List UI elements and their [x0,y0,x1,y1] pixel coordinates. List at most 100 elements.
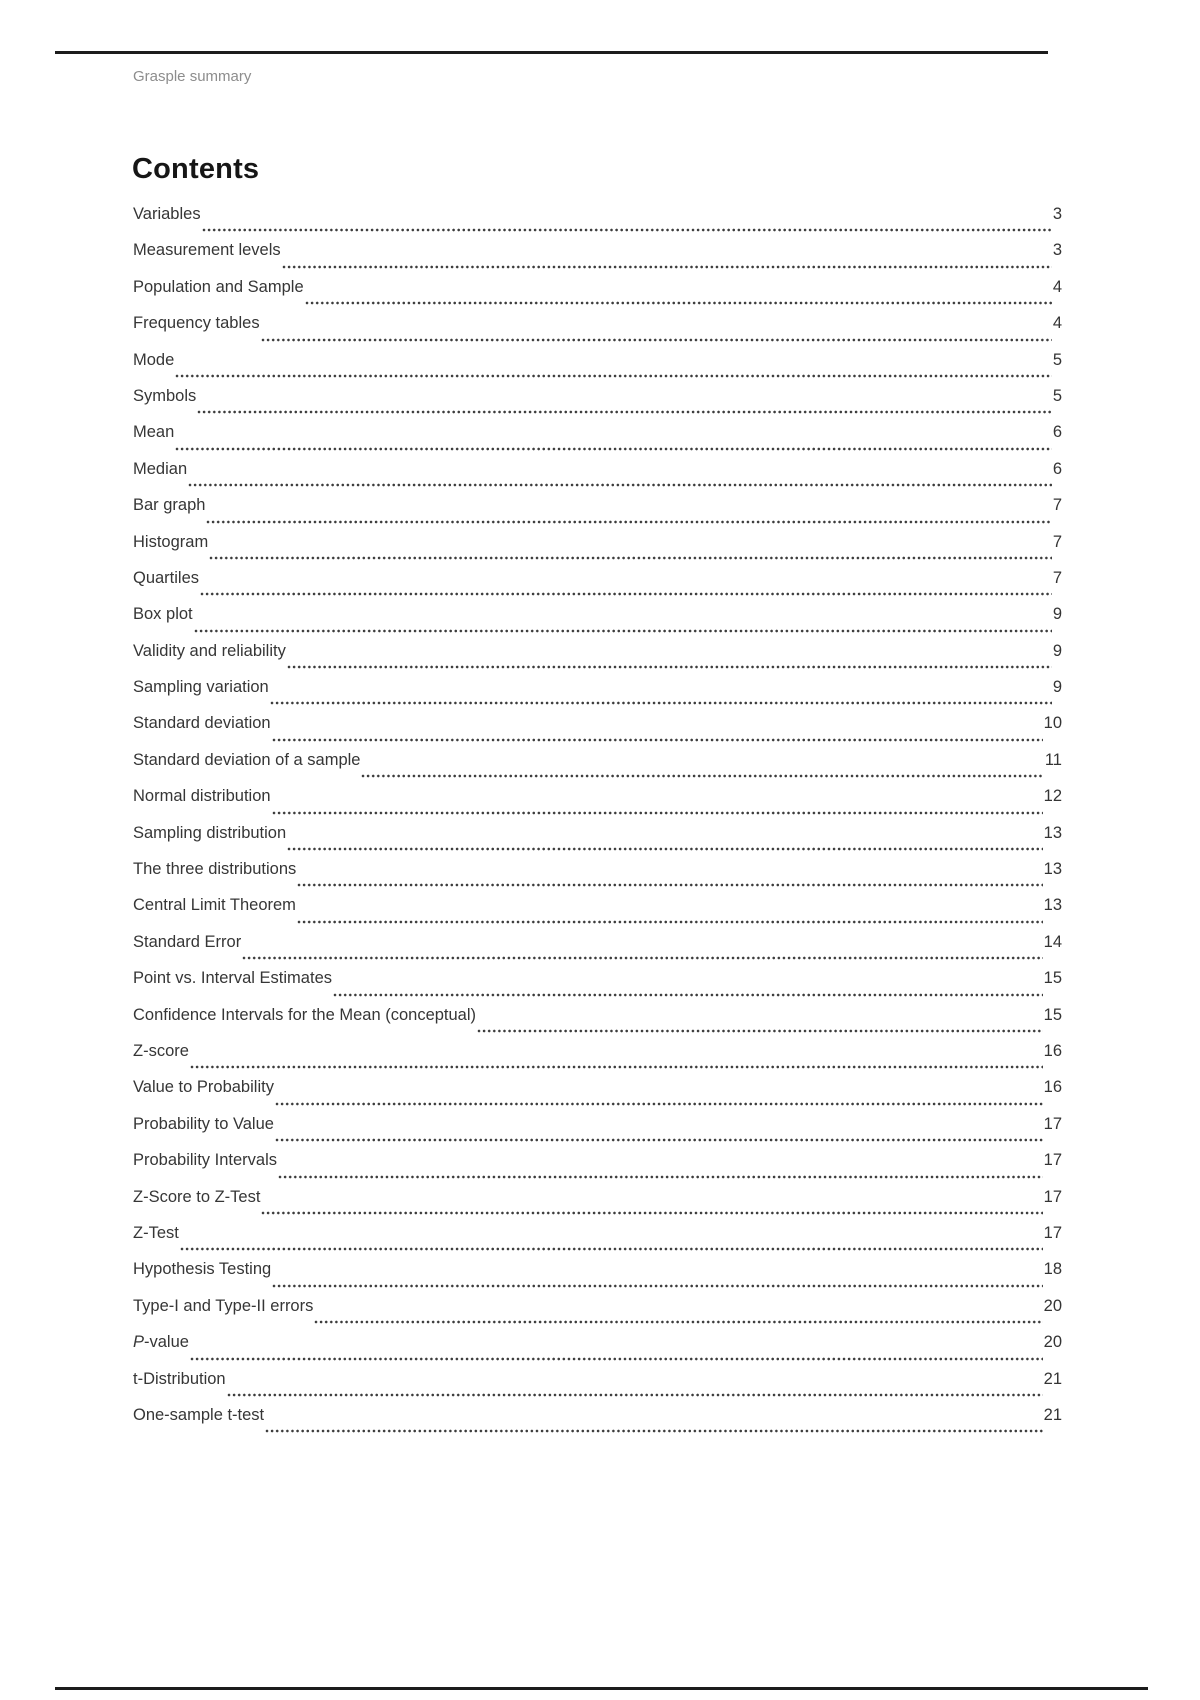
toc-entry-page: 12 [1043,787,1062,806]
dot-leader [261,1210,1043,1215]
toc-entry-title: Quartiles [133,568,200,587]
toc-entry-page: 17 [1043,1187,1062,1206]
toc-entry[interactable]: Symbols 5 [133,385,1062,421]
dot-leader [277,1174,1043,1179]
toc-entry[interactable]: Median 6 [133,458,1062,494]
toc-entry[interactable]: t-Distribution 21 [133,1368,1062,1404]
top-rule [55,51,1048,54]
toc-entry-title: Confidence Intervals for the Mean (conce… [133,1005,477,1024]
toc-entry[interactable]: P-value 20 [133,1331,1062,1367]
dot-leader [175,446,1052,451]
dot-leader [242,956,1043,961]
toc-entry-title: Histogram [133,532,209,551]
toc-entry[interactable]: Value to Probability 16 [133,1076,1062,1112]
dot-leader [296,919,1043,924]
toc-entry[interactable]: Normal distribution 12 [133,785,1062,821]
toc-entry[interactable]: Histogram 7 [133,531,1062,567]
toc-entry-title: t-Distribution [133,1369,226,1388]
toc-entry-title: Normal distribution [133,787,271,806]
toc-entry[interactable]: Measurement levels 3 [133,239,1062,275]
dot-leader [361,774,1044,779]
toc-entry-page: 7 [1052,496,1062,515]
toc-entry-page: 17 [1043,1223,1062,1242]
toc-entry[interactable]: Central Limit Theorem 13 [133,894,1062,930]
dot-leader [201,228,1052,233]
toc-entry[interactable]: Standard deviation of a sample 11 [133,749,1062,785]
toc-entry[interactable]: Bar graph 7 [133,494,1062,530]
toc-entry-page: 5 [1052,350,1062,369]
toc-entry[interactable]: Z-score 16 [133,1040,1062,1076]
dot-leader [297,883,1043,888]
toc-entry[interactable]: Probability to Value 17 [133,1113,1062,1149]
dot-leader [209,555,1052,560]
dot-leader [286,665,1052,670]
toc-entry[interactable]: Type-I and Type-II errors 20 [133,1295,1062,1331]
toc-entry[interactable]: Standard deviation 10 [133,712,1062,748]
toc-entry[interactable]: Variables 3 [133,203,1062,239]
dot-leader [193,628,1052,633]
toc-entry-page: 16 [1043,1078,1062,1097]
dot-leader [175,373,1052,378]
table-of-contents: Variables 3 Measurement levels 3 Populat… [133,203,1062,1440]
toc-entry[interactable]: The three distributions 13 [133,858,1062,894]
toc-entry-title: Hypothesis Testing [133,1260,272,1279]
toc-entry[interactable]: Confidence Intervals for the Mean (conce… [133,1004,1062,1040]
toc-entry[interactable]: Sampling variation 9 [133,676,1062,712]
dot-leader [197,410,1052,415]
toc-entry[interactable]: Probability Intervals 17 [133,1149,1062,1185]
dot-leader [265,1429,1043,1434]
toc-entry[interactable]: Hypothesis Testing 18 [133,1258,1062,1294]
toc-entry[interactable]: Z-Score to Z-Test 17 [133,1186,1062,1222]
toc-entry[interactable]: Sampling distribution 13 [133,822,1062,858]
toc-entry-title: Z-Test [133,1223,179,1242]
page-title: Contents [132,153,260,185]
dot-leader [206,519,1052,524]
toc-entry-title: Sampling variation [133,678,269,697]
toc-entry-page: 21 [1043,1369,1062,1388]
toc-entry-page: 5 [1052,386,1062,405]
dot-leader [200,592,1052,597]
toc-entry-title: Standard Error [133,932,242,951]
toc-entry-page: 11 [1044,750,1062,769]
toc-entry[interactable]: Quartiles 7 [133,567,1062,603]
toc-entry[interactable]: Standard Error 14 [133,931,1062,967]
toc-entry[interactable]: Frequency tables 4 [133,312,1062,348]
toc-entry-page: 6 [1052,459,1062,478]
toc-entry-page: 4 [1052,277,1062,296]
toc-entry-page: 21 [1043,1405,1062,1424]
toc-entry-title: Point vs. Interval Estimates [133,969,332,988]
toc-entry-title: The three distributions [133,860,297,879]
toc-entry-title: Probability to Value [133,1114,274,1133]
toc-entry-title: One-sample t-test [133,1405,265,1424]
dot-leader [287,847,1043,852]
toc-entry-title: Median [133,459,188,478]
toc-entry-page: 14 [1043,932,1062,951]
toc-entry-page: 9 [1052,678,1062,697]
dot-leader [188,483,1052,488]
dot-leader [477,1028,1043,1033]
dot-leader [260,337,1052,342]
toc-entry-title: Sampling distribution [133,823,287,842]
toc-entry-title: Probability Intervals [133,1151,277,1170]
toc-entry[interactable]: Mode 5 [133,349,1062,385]
dot-leader [281,264,1052,269]
toc-entry[interactable]: Population and Sample 4 [133,276,1062,312]
dot-leader [271,737,1043,742]
toc-entry-page: 3 [1052,241,1062,260]
toc-entry[interactable]: Z-Test 17 [133,1222,1062,1258]
dot-leader [189,1356,1043,1361]
toc-entry-page: 7 [1052,568,1062,587]
toc-entry-page: 17 [1043,1114,1062,1133]
toc-entry-title: Z-Score to Z-Test [133,1187,261,1206]
toc-entry[interactable]: Mean 6 [133,421,1062,457]
toc-entry[interactable]: Box plot 9 [133,603,1062,639]
toc-entry-page: 18 [1043,1260,1062,1279]
toc-entry-title: Population and Sample [133,277,304,296]
toc-entry[interactable]: One-sample t-test 21 [133,1404,1062,1440]
toc-entry[interactable]: Point vs. Interval Estimates 15 [133,967,1062,1003]
toc-entry-title: Variables [133,205,201,223]
toc-entry[interactable]: Validity and reliability 9 [133,640,1062,676]
toc-entry-page: 9 [1052,641,1062,660]
dot-leader [314,1320,1043,1325]
dot-leader [272,1283,1043,1288]
